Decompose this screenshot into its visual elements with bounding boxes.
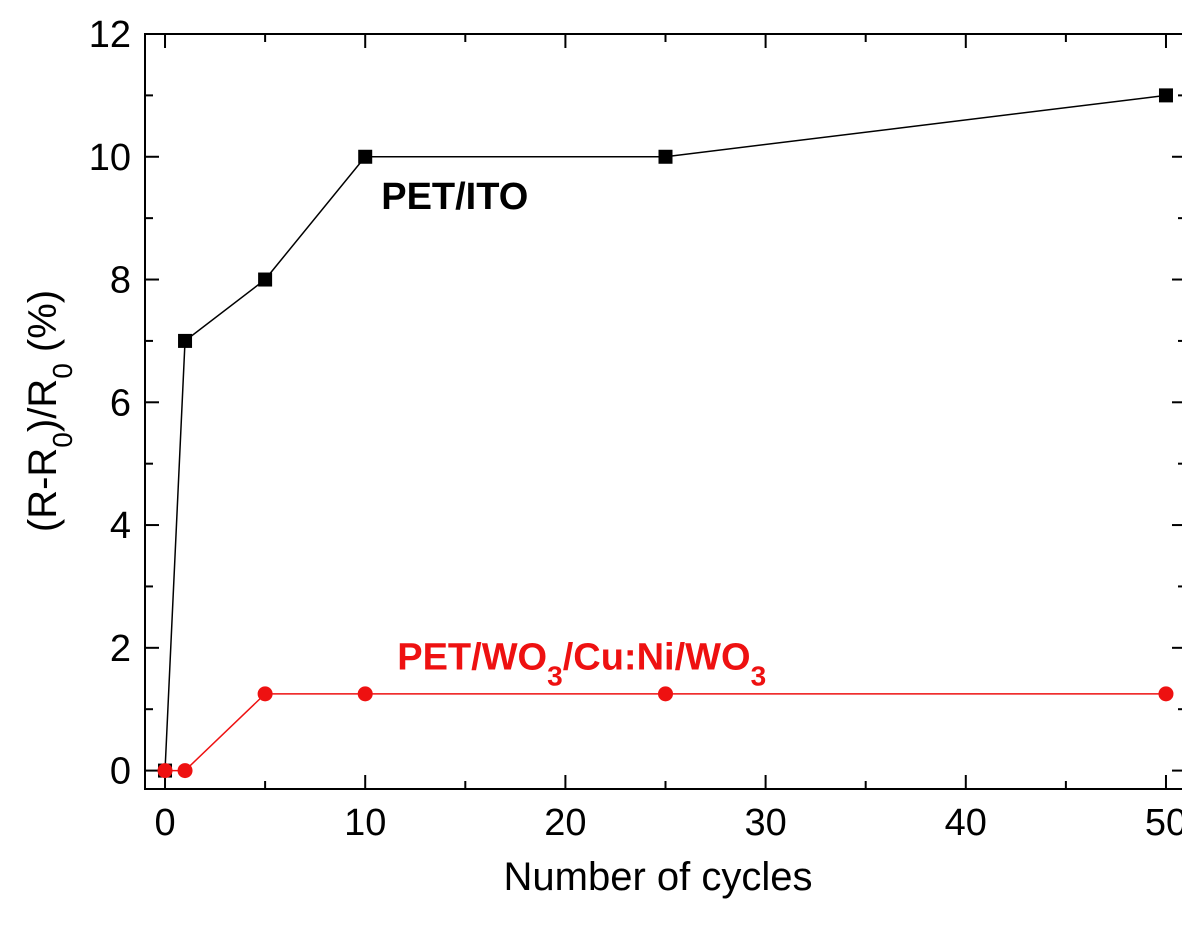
x-tick-label: 50 (1145, 802, 1182, 844)
series-points (157, 88, 1174, 779)
data-point-square (258, 272, 273, 287)
data-point-circle (157, 763, 173, 779)
y-tick-label: 8 (110, 260, 131, 302)
x-tick-label: 40 (945, 802, 987, 844)
axis-ticks (145, 33, 1182, 789)
x-tick-label: 20 (544, 802, 586, 844)
data-point-circle (177, 763, 193, 779)
y-tick-labels: 0 2 4 6 8 10 12 (89, 14, 131, 793)
y-axis-title: (R-R0)/R0 (%) (21, 290, 78, 532)
x-axis-title: Number of cycles (504, 855, 813, 899)
data-point-square (658, 149, 673, 164)
y-tick-label: 6 (110, 382, 131, 424)
y-tick-label: 4 (110, 505, 131, 547)
x-tick-labels: 0 10 20 30 40 50 (154, 802, 1182, 844)
y-tick-label: 10 (89, 137, 131, 179)
data-point-circle (1158, 686, 1174, 702)
data-point-circle (357, 686, 373, 702)
data-point-square (178, 333, 193, 348)
data-point-square (358, 149, 373, 164)
series-label-0: PET/ITO (381, 176, 528, 218)
series-labels: PET/ITO PET/WO3/Cu:Ni/WO3 (381, 176, 766, 691)
y-tick-label: 2 (110, 628, 131, 670)
x-tick-label: 10 (344, 802, 386, 844)
data-point-circle (257, 686, 273, 702)
x-tick-label: 0 (154, 802, 175, 844)
series-line-0 (164, 94, 1167, 771)
data-point-square (1158, 88, 1173, 103)
x-tick-label: 30 (744, 802, 786, 844)
data-point-circle (658, 686, 673, 702)
y-tick-label: 12 (89, 14, 131, 56)
series-label-1: PET/WO3/Cu:Ni/WO3 (397, 636, 766, 691)
y-tick-label: 0 (110, 751, 131, 793)
series-line-1 (165, 693, 1166, 772)
